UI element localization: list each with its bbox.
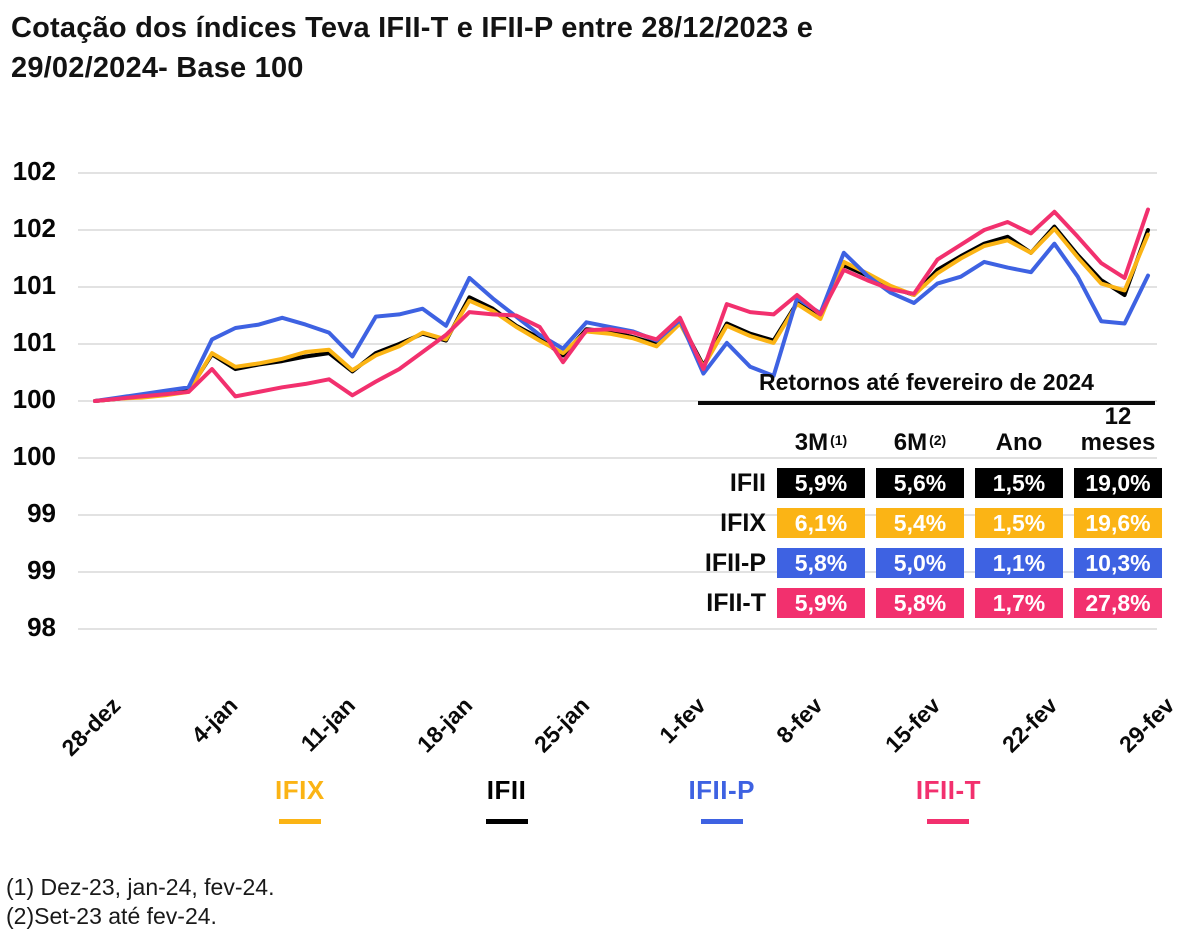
table-column-header-footnote-mark: (2) <box>929 432 947 448</box>
table-value-chip: 19,0% <box>1074 468 1162 498</box>
returns-table: IFII 5,9% 5,6% 1,5% 19,0% IFIX 6,1% 5,4% 1,5% 19,… <box>660 468 1162 628</box>
table-value-chip: 1,1% <box>975 548 1063 578</box>
table-column-header-label: Ano <box>995 429 1043 456</box>
y-axis-tick-label: 101 <box>12 327 56 357</box>
returns-table-title: Retornos até fevereiro de 2024 <box>698 369 1155 405</box>
legend-item-ifix: IFIX <box>275 775 325 824</box>
table-row-label: IFII-T <box>706 589 766 617</box>
y-axis-tick-label: 100 <box>12 441 56 471</box>
legend-color-bar <box>485 819 528 824</box>
table-value-chip: 5,0% <box>876 548 964 578</box>
table-value-chip: 5,6% <box>876 468 964 498</box>
footnote: (2)Set-23 até fev-24. <box>6 903 217 929</box>
series-line-ifii-t <box>93 207 1150 403</box>
y-axis-tick-label: 99 <box>27 555 56 585</box>
legend-label: IFII <box>486 775 527 805</box>
table-row-ifii: IFII 5,9% 5,6% 1,5% 19,0% <box>660 468 1162 498</box>
y-axis-tick-label: 102 <box>12 213 56 243</box>
table-row-ifii-p: IFII-P 5,8% 5,0% 1,1% 10,3% <box>660 548 1162 578</box>
table-value-chip: 5,8% <box>876 588 964 618</box>
chart-legend: IFIX IFII IFII-P IFII-T <box>275 775 981 824</box>
table-value-chip: 1,5% <box>975 468 1063 498</box>
legend-color-bar <box>700 819 743 824</box>
table-column-header: 3M (1) <box>777 430 865 456</box>
table-row-label: IFII <box>729 469 766 497</box>
y-axis-tick-label: 98 <box>27 612 56 642</box>
y-axis-tick-label: 101 <box>12 270 56 300</box>
table-value-chip: 5,4% <box>876 508 964 538</box>
table-column-header-label: 3M <box>794 429 829 456</box>
table-value-chip: 6,1% <box>777 508 865 538</box>
table-row-ifix: IFIX 6,1% 5,4% 1,5% 19,6% <box>660 508 1162 538</box>
table-row-label: IFIX <box>720 509 766 537</box>
table-value-chip: 5,9% <box>777 588 865 618</box>
table-value-chip: 5,9% <box>777 468 865 498</box>
page-title: Cotação dos índices Teva IFII-T e IFII-P… <box>11 8 1081 88</box>
table-column-header: Ano <box>975 430 1063 456</box>
legend-item-ifii: IFII <box>485 775 528 824</box>
table-column-header: 6M (2) <box>876 430 964 456</box>
table-value-chip: 5,8% <box>777 548 865 578</box>
table-value-chip: 1,7% <box>975 588 1063 618</box>
y-axis-tick-label: 100 <box>12 384 56 414</box>
page-title-line2: 29/02/2024- Base 100 <box>11 52 304 84</box>
table-column-header-footnote-mark: (1) <box>830 432 848 448</box>
table-row-ifii-t: IFII-T 5,9% 5,8% 1,7% 27,8% <box>660 588 1162 618</box>
table-value-chip: 10,3% <box>1074 548 1162 578</box>
returns-table-header-row: 3M (1) 6M (2) Ano 12 meses <box>777 400 1162 456</box>
footnote: (1) Dez-23, jan-24, fev-24. <box>6 874 275 900</box>
legend-color-bar <box>927 819 970 824</box>
table-column-header-label: 12 meses <box>1080 403 1156 456</box>
legend-label: IFII-T <box>915 775 981 805</box>
y-axis-tick-label: 102 <box>12 156 56 186</box>
legend-item-ifii-p: IFII-P <box>688 775 755 824</box>
table-value-chip: 27,8% <box>1074 588 1162 618</box>
series-line-ifix <box>93 226 1150 403</box>
legend-label: IFII-P <box>688 775 756 805</box>
legend-item-ifii-t: IFII-T <box>916 775 981 824</box>
page-title-line1: Cotação dos índices Teva IFII-T e IFII-P… <box>11 12 814 44</box>
footnotes: (1) Dez-23, jan-24, fev-24. (2)Set-23 até… <box>6 873 274 931</box>
table-column-header: 12 meses <box>1074 404 1162 456</box>
table-value-chip: 1,5% <box>975 508 1063 538</box>
legend-label: IFIX <box>275 775 325 805</box>
table-row-label: IFII-P <box>704 549 766 577</box>
table-column-header-label: 6M <box>893 429 928 456</box>
legend-color-bar <box>278 819 321 824</box>
y-axis-tick-label: 99 <box>27 498 56 528</box>
table-value-chip: 19,6% <box>1074 508 1162 538</box>
